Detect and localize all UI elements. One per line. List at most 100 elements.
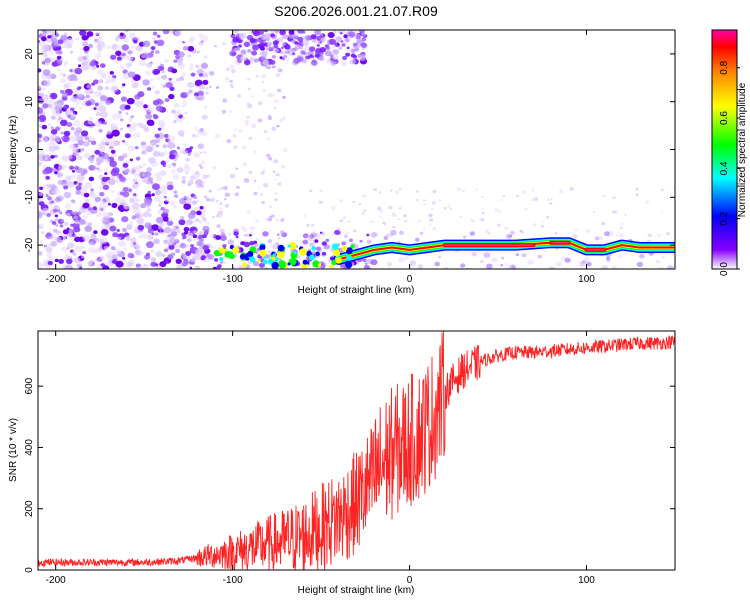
spectrogram-noise-blob	[415, 237, 420, 242]
spectrogram-noise-blob	[229, 173, 236, 179]
spectrogram-noise-blob	[156, 39, 165, 47]
spectrogram-noise-blob	[274, 99, 279, 103]
spectrogram-noise-blob	[267, 239, 272, 244]
spectrogram-noise-blob	[41, 45, 50, 52]
spectrogram-noise-blob	[141, 144, 148, 150]
spectrogram-noise-blob	[104, 172, 108, 175]
spectrogram-noise-blob	[41, 30, 47, 33]
spectrogram-noise-blob	[223, 198, 227, 201]
spectrogram-noise-blob	[346, 46, 350, 50]
spectrogram-noise-blob	[265, 36, 272, 42]
spectrogram-noise-blob	[100, 111, 108, 118]
spectrogram-noise-blob	[119, 176, 126, 182]
spectrogram-noise-blob	[196, 68, 204, 75]
spectrogram-noise-blob	[377, 206, 382, 211]
spectrogram-noise-blob	[43, 79, 51, 87]
spectrogram-noise-blob	[187, 45, 195, 52]
spectrogram-noise-blob	[84, 225, 93, 232]
spectrogram-noise-blob	[54, 258, 59, 263]
spectrogram-noise-blob	[95, 211, 103, 218]
spectrogram-noise-blob	[660, 210, 663, 213]
spectrogram-noise-blob	[243, 41, 251, 48]
spectrogram-signal-blob	[346, 254, 353, 261]
spectrogram-noise-blob	[74, 245, 82, 252]
spectrogram-noise-blob	[146, 119, 155, 126]
spectrogram-noise-blob	[271, 55, 277, 59]
spectrogram-noise-blob	[327, 259, 332, 263]
spectrogram-noise-blob	[121, 53, 126, 57]
spectrogram-noise-blob	[166, 220, 174, 226]
spectrogram-noise-blob	[47, 91, 52, 95]
spectrogram-signal-blob	[333, 249, 341, 257]
spectrogram-noise-blob	[154, 138, 161, 144]
spectrogram-noise-blob	[102, 215, 111, 223]
spectrogram-noise-blob	[240, 49, 247, 55]
spectrogram-noise-blob	[38, 68, 42, 73]
spectrogram-noise-blob	[183, 195, 189, 200]
spectrogram-noise-blob	[203, 195, 208, 199]
spectrogram-noise-blob	[118, 240, 126, 248]
spectrogram-noise-blob	[302, 233, 309, 239]
spectrogram-noise-blob	[78, 64, 82, 68]
spectrogram-noise-blob	[82, 214, 88, 219]
spectrogram-noise-blob	[200, 62, 208, 69]
spectrogram-noise-blob	[194, 265, 201, 269]
spectrogram-noise-blob	[252, 261, 259, 267]
spectrogram-noise-blob	[162, 164, 166, 168]
spectrogram-noise-blob	[297, 256, 301, 259]
spectrogram-noise-blob	[38, 192, 43, 197]
spectrogram-noise-blob	[84, 54, 90, 59]
spectrogram-noise-blob	[147, 234, 154, 240]
spectrogram-noise-blob	[201, 217, 207, 221]
spectrogram-noise-blob	[42, 262, 49, 268]
spectrogram-xtick-label: -200	[46, 274, 66, 285]
spectrogram-noise-blob	[244, 59, 251, 66]
spectrogram-noise-blob	[277, 237, 281, 240]
spectrogram-noise-blob	[58, 68, 62, 72]
spectrogram-noise-blob	[470, 218, 475, 223]
spectrogram-noise-blob	[494, 208, 499, 212]
spectrogram-noise-blob	[115, 50, 122, 56]
spectrogram-noise-blob	[111, 175, 115, 180]
spectrogram-noise-blob	[111, 113, 120, 120]
spectrogram-noise-blob	[154, 172, 161, 178]
spectrogram-noise-blob	[124, 30, 129, 33]
spectrogram-noise-blob	[122, 203, 131, 210]
spectrogram-noise-blob	[185, 157, 191, 162]
spectrogram-noise-blob	[176, 264, 183, 269]
spectrogram-noise-blob	[50, 115, 56, 120]
spectrogram-carrier-trace	[213, 237, 675, 269]
spectrogram-noise-blob	[260, 193, 263, 196]
spectrogram-noise-blob	[85, 94, 90, 99]
spectrogram-noise-blob	[168, 93, 175, 100]
spectrogram-noise-blob	[251, 123, 257, 129]
spectrogram-noise-blob	[337, 227, 341, 230]
spectrogram-noise-blob	[150, 181, 154, 184]
spectrogram-noise-blob	[54, 214, 59, 218]
colorbar-gradient	[711, 29, 738, 270]
spectrogram-noise-blob	[276, 233, 280, 236]
spectrogram-noise-blob	[189, 266, 193, 269]
spectrogram-noise-blob	[109, 71, 114, 75]
spectrogram-noise-blob	[163, 248, 169, 253]
spectrogram-noise-blob	[255, 237, 259, 241]
spectrogram-noise-blob	[269, 205, 272, 208]
spectrogram-noise-blob	[217, 264, 222, 269]
spectrogram-noise-blob	[42, 87, 46, 91]
spectrogram-noise-blob	[81, 255, 85, 259]
colorbar-tick-label: 0.4	[719, 161, 730, 175]
spectrogram-noise-blob	[185, 171, 189, 175]
spectrogram-noise-blob	[397, 240, 401, 244]
spectrogram-noise-blob	[83, 140, 90, 147]
spectrogram-noise-blob	[177, 40, 181, 43]
spectrogram-noise-blob	[85, 100, 92, 107]
spectrogram-noise-blob	[200, 40, 204, 43]
spectrogram-noise-blob	[199, 206, 204, 210]
spectrogram-noise-blob	[130, 237, 137, 243]
spectrogram-noise-blob	[243, 234, 247, 237]
spectrogram-noise-blob	[469, 231, 475, 236]
spectrogram-noise-blob	[661, 255, 666, 259]
spectrogram-signal-blob	[299, 248, 307, 256]
spectrogram-noise-blob	[248, 170, 253, 175]
spectrogram-noise-blob	[314, 239, 319, 243]
